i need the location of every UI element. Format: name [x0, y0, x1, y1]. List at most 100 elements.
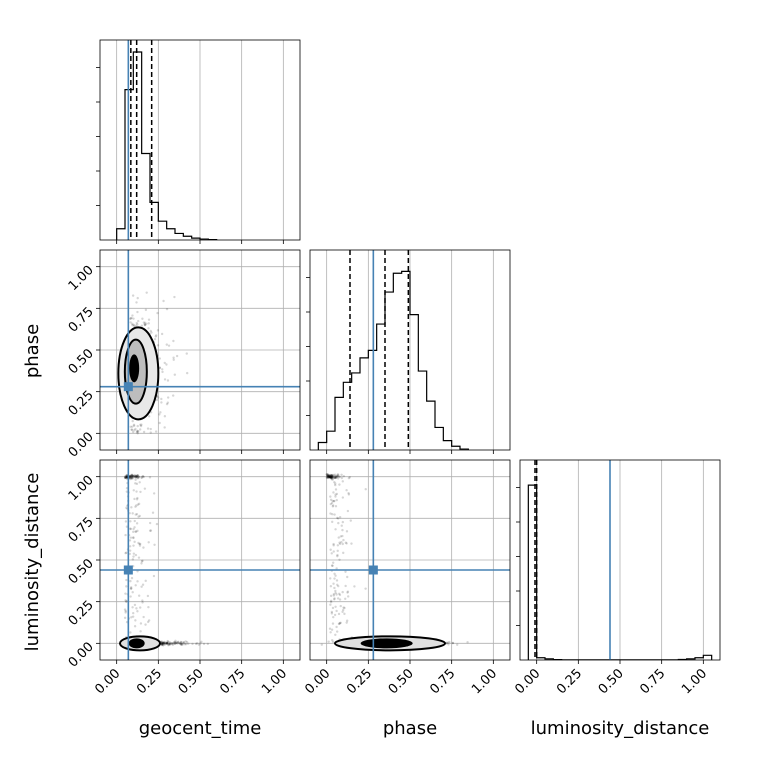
scatter-point [180, 643, 183, 646]
scatter-point [129, 477, 133, 480]
scatter-point [327, 475, 330, 478]
scatter-point [338, 622, 341, 625]
scatter-point [161, 370, 164, 374]
scatter-point [336, 516, 339, 520]
scatter-point [338, 475, 341, 479]
scatter-point [331, 476, 335, 480]
scatter-point [340, 476, 344, 480]
scatter-point [131, 475, 134, 479]
scatter-point [344, 570, 347, 573]
scatter-point [451, 641, 455, 645]
scatter-point [124, 611, 127, 614]
scatter-point [129, 536, 133, 539]
scatter-point [156, 344, 160, 347]
scatter-point [191, 642, 194, 646]
scatter-point [140, 585, 143, 588]
scatter-point [158, 366, 162, 370]
scatter-point [329, 475, 333, 479]
scatter-point [327, 474, 330, 477]
scatter-point [141, 475, 144, 478]
scatter-point [134, 505, 137, 508]
scatter-point [325, 473, 328, 476]
scatter-point [138, 428, 142, 431]
scatter-point [332, 542, 335, 546]
scatter-point [333, 499, 336, 503]
scatter-point [332, 594, 336, 597]
scatter-point [330, 473, 334, 477]
scatter-point [128, 549, 132, 552]
scatter-point [158, 421, 161, 425]
scatter-point [148, 529, 152, 532]
scatter-point [329, 498, 333, 501]
scatter-point [328, 475, 331, 478]
scatter-point [135, 475, 138, 478]
scatter-point [326, 476, 329, 479]
scatter-point [137, 502, 141, 506]
scatter-point [197, 643, 201, 646]
scatter-point [331, 475, 334, 478]
scatter-point [171, 643, 175, 646]
scatter-point [185, 371, 189, 375]
scatter-point [337, 592, 341, 595]
scatter-point [132, 489, 135, 492]
scatter-point [343, 612, 346, 616]
scatter-point [333, 598, 336, 601]
scatter-point [340, 524, 343, 527]
x-tick-label-1: 0.25 [554, 666, 585, 697]
scatter-point [337, 622, 341, 626]
scatter-point [332, 592, 336, 596]
scatter-point [132, 555, 135, 558]
scatter-point [330, 628, 334, 631]
panel-luminosity_distance-vs-phase: 0.00 0.25 0.50 0.75 1.00 [302, 459, 511, 697]
scatter-point [329, 476, 333, 479]
scatter-point [331, 640, 335, 644]
scatter-point [130, 586, 133, 589]
scatter-point [132, 544, 135, 547]
x-tick-label-3: 0.75 [637, 666, 668, 697]
scatter-point [179, 642, 183, 645]
panel-luminosity_distance-vs-luminosity_distance: 0.00 0.25 0.50 0.75 1.00 [512, 459, 721, 697]
scatter-point [327, 475, 330, 478]
scatter-point [335, 492, 339, 496]
scatter-point [330, 476, 333, 480]
scatter-point [329, 548, 332, 551]
scatter-point [129, 527, 132, 530]
scatter-point [132, 552, 136, 555]
scatter-point [172, 641, 175, 645]
scatter-point [139, 542, 142, 546]
scatter-point [139, 490, 142, 494]
scatter-point [331, 520, 334, 524]
scatter-point [141, 317, 144, 320]
scatter-point [333, 476, 336, 479]
scatter-point [338, 541, 341, 544]
scatter-point [330, 564, 334, 567]
scatter-point [135, 490, 138, 493]
scatter-point [153, 543, 156, 546]
scatter-point [147, 327, 150, 330]
scatter-point [447, 643, 450, 646]
x-tick-label-2: 0.50 [596, 666, 627, 697]
scatter-point [163, 640, 166, 644]
scatter-point [331, 476, 334, 479]
scatter-point [167, 344, 171, 347]
scatter-point [336, 583, 339, 587]
scatter-point [161, 641, 165, 645]
scatter-point [133, 474, 137, 477]
x-axis-label-phase: phase [383, 718, 437, 739]
scatter-point [136, 323, 139, 326]
scatter-point [335, 593, 338, 596]
scatter-point [174, 641, 178, 645]
scatter-point [143, 323, 146, 326]
scatter-point [131, 473, 134, 477]
scatter-point [125, 475, 128, 478]
scatter-point [332, 550, 335, 553]
scatter-point [131, 591, 134, 594]
scatter-point [139, 423, 142, 427]
y-tick-label-3: 0.75 [66, 305, 97, 336]
scatter-point [124, 592, 127, 595]
scatter-point [347, 493, 351, 496]
scatter-point [334, 495, 337, 498]
scatter-point [451, 641, 454, 645]
scatter-point [124, 476, 128, 479]
scatter-point [325, 476, 328, 479]
